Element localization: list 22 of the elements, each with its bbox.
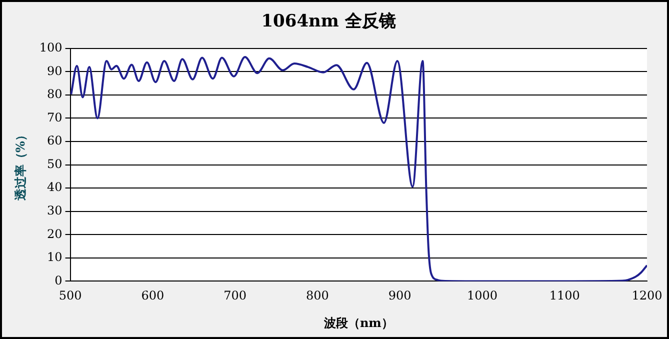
chart-title: 1064nm 全反镜 <box>261 12 396 32</box>
x-tick-label: 700 <box>224 288 247 303</box>
x-tick-label: 800 <box>306 288 329 303</box>
x-axis-title: 波段（nm） <box>322 316 394 330</box>
x-tick-label: 1200 <box>632 288 662 303</box>
y-tick-label: 0 <box>54 273 62 288</box>
y-tick-label: 90 <box>47 64 62 78</box>
y-tick-label: 60 <box>47 134 62 148</box>
y-tick-label: 80 <box>47 87 62 102</box>
x-tick-label: 1000 <box>466 288 498 303</box>
y-tick-label: 40 <box>47 180 62 194</box>
x-tick-label: 900 <box>388 288 412 303</box>
x-tick-label: 600 <box>141 288 164 303</box>
x-tick-label: 1100 <box>549 288 580 303</box>
y-tick-label: 100 <box>39 40 62 55</box>
x-tick-label: 500 <box>58 288 82 303</box>
y-tick-label: 10 <box>47 250 62 264</box>
y-tick-label: 20 <box>47 226 62 241</box>
y-axis-title: 透过率（%） <box>13 129 28 202</box>
y-tick-label: 30 <box>47 203 62 218</box>
y-tick-label: 70 <box>47 110 62 124</box>
y-tick-label: 50 <box>47 156 62 171</box>
